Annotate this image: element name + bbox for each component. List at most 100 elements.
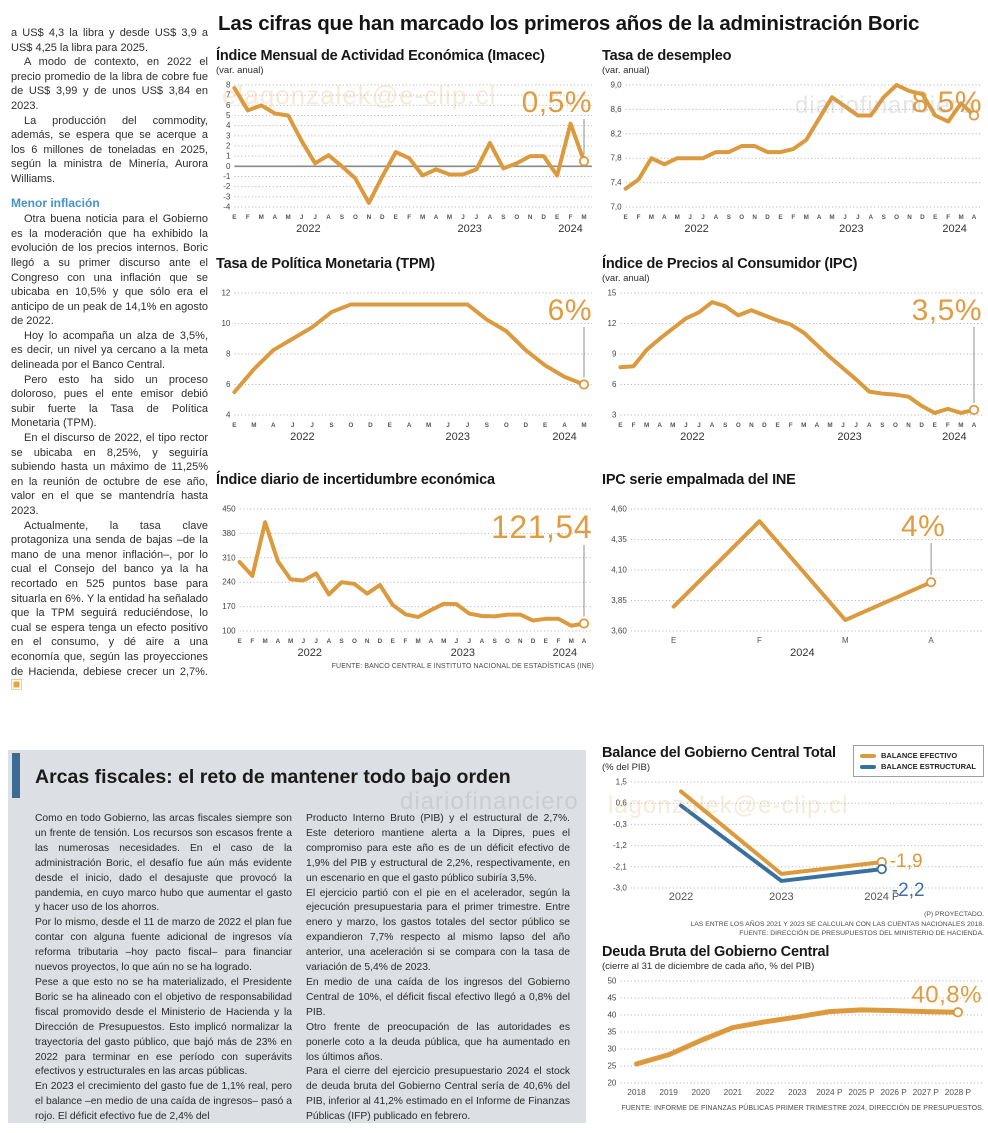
svg-text:E: E <box>933 214 937 221</box>
fiscal-column-1: Como en todo Gobierno, las arcas fiscale… <box>35 812 292 1125</box>
chart-subtitle: (var. anual) <box>602 65 650 76</box>
svg-text:M: M <box>804 214 809 221</box>
svg-text:N: N <box>528 214 533 221</box>
chart-subtitle <box>216 273 594 285</box>
svg-text:M: M <box>441 638 446 645</box>
svg-text:4,35: 4,35 <box>611 535 627 544</box>
svg-text:5: 5 <box>226 111 231 120</box>
chart-deuda-bruta: Deuda Bruta del Gobierno Central (cierre… <box>602 944 984 1112</box>
svg-text:A: A <box>714 214 719 221</box>
chart-subtitle: (cierre al 31 de diciembre de cada año, … <box>602 961 815 972</box>
svg-text:7,4: 7,4 <box>610 178 622 187</box>
article-paragraph: En medio de una caída de los ingresos de… <box>306 976 570 1018</box>
svg-text:A: A <box>271 422 276 429</box>
svg-text:2018: 2018 <box>627 1087 646 1097</box>
svg-text:2028 P: 2028 P <box>945 1087 972 1097</box>
svg-text:D: D <box>531 638 536 645</box>
svg-text:-1,2: -1,2 <box>613 841 627 850</box>
chart-subtitle: (var. anual) <box>602 273 650 284</box>
svg-text:2024 P: 2024 P <box>864 891 899 903</box>
chart-plot: 9,0 8,6 8,2 7,8 7,4 7,0 E F M A M J J A S O N D E F M A M J J A S O… <box>602 77 984 237</box>
svg-text:M: M <box>644 422 649 429</box>
svg-text:A: A <box>928 636 934 645</box>
svg-text:F: F <box>407 214 411 221</box>
svg-text:D: D <box>920 214 925 221</box>
svg-text:2020: 2020 <box>692 1087 711 1097</box>
svg-text:3,5%: 3,5% <box>912 294 982 327</box>
article-paragraph: Por lo mismo, desde el 11 de marzo de 20… <box>35 917 292 974</box>
svg-text:S: S <box>340 214 344 221</box>
svg-text:2026 P: 2026 P <box>880 1087 907 1097</box>
fiscal-section-title: Arcas fiscales: el reto de mantener todo… <box>35 766 511 788</box>
chart-plot: 4,60 4,35 4,10 3,85 3,60 E F M A 2024 4% <box>602 501 984 661</box>
svg-text:J: J <box>302 638 306 645</box>
svg-text:M: M <box>958 422 963 429</box>
svg-text:2023: 2023 <box>457 223 481 235</box>
svg-text:E: E <box>232 214 236 221</box>
svg-text:E: E <box>237 638 241 645</box>
svg-text:D: D <box>523 422 528 429</box>
chart-title: IPC serie empalmada del INE <box>602 472 796 488</box>
svg-text:-2: -2 <box>223 182 231 191</box>
chart-title: Índice diario de incertidumbre económica <box>216 472 495 488</box>
chart-plot: 1,5 0,6 -0,3 -1,2 -2,1 -3,0 2022 2023 2024 P -1,9… <box>602 774 984 908</box>
article-paragraph: a US$ 4,3 la libra y desde US$ 3,9 a US$… <box>11 27 208 54</box>
svg-text:A: A <box>326 214 331 221</box>
svg-text:O: O <box>353 214 358 221</box>
svg-text:2024: 2024 <box>558 223 582 235</box>
svg-text:M: M <box>675 214 680 221</box>
svg-text:40,8%: 40,8% <box>911 982 982 1009</box>
svg-text:2023: 2023 <box>837 431 861 443</box>
svg-text:S: S <box>880 422 884 429</box>
svg-text:-3: -3 <box>223 192 231 201</box>
svg-text:45: 45 <box>607 994 616 1003</box>
svg-text:2021: 2021 <box>724 1087 743 1097</box>
svg-text:J: J <box>466 422 470 429</box>
svg-text:9: 9 <box>612 350 617 359</box>
svg-text:7: 7 <box>226 91 231 100</box>
svg-text:E: E <box>618 422 622 429</box>
svg-text:20: 20 <box>607 1079 616 1088</box>
svg-text:A: A <box>657 422 662 429</box>
svg-text:E: E <box>933 422 937 429</box>
svg-text:310: 310 <box>222 553 236 562</box>
svg-text:J: J <box>313 214 317 221</box>
svg-text:2022: 2022 <box>669 891 693 903</box>
svg-text:N: N <box>367 214 372 221</box>
svg-text:6: 6 <box>226 101 231 110</box>
svg-text:O: O <box>504 422 509 429</box>
svg-text:2022: 2022 <box>684 223 708 235</box>
svg-text:2024: 2024 <box>553 647 577 659</box>
svg-text:A: A <box>972 214 977 221</box>
svg-text:N: N <box>749 422 754 429</box>
svg-text:J: J <box>467 638 471 645</box>
svg-text:10: 10 <box>221 319 230 328</box>
svg-text:12: 12 <box>221 289 230 298</box>
chart-imacec: Índice Mensual de Actividad Económica (I… <box>216 48 594 237</box>
svg-text:A: A <box>276 638 281 645</box>
svg-text:J: J <box>300 214 304 221</box>
svg-text:6: 6 <box>226 380 231 389</box>
svg-text:380: 380 <box>222 529 236 538</box>
svg-text:J: J <box>455 638 459 645</box>
chart-ipc: Índice de Precios al Consumidor (IPC) (v… <box>602 256 984 445</box>
svg-text:2022: 2022 <box>680 431 704 443</box>
svg-text:D: D <box>380 214 385 221</box>
chart-tpm: Tasa de Política Monetaria (TPM) 12 10 8 6 4… <box>216 256 594 445</box>
svg-text:A: A <box>582 638 587 645</box>
svg-text:M: M <box>286 214 291 221</box>
svg-text:J: J <box>854 422 858 429</box>
svg-text:M: M <box>801 422 806 429</box>
svg-text:O: O <box>348 422 353 429</box>
svg-text:-2,2: -2,2 <box>892 880 925 901</box>
svg-text:D: D <box>541 214 546 221</box>
svg-text:N: N <box>752 214 757 221</box>
svg-text:M: M <box>581 214 586 221</box>
svg-text:3,60: 3,60 <box>611 627 627 636</box>
svg-text:121,54: 121,54 <box>491 509 592 545</box>
svg-text:2024: 2024 <box>942 431 966 443</box>
svg-text:E: E <box>394 214 398 221</box>
svg-text:-3,0: -3,0 <box>613 884 627 893</box>
svg-text:2027 P: 2027 P <box>913 1087 940 1097</box>
article-paragraph: Producto Interno Bruto (PIB) y el estruc… <box>306 813 570 884</box>
